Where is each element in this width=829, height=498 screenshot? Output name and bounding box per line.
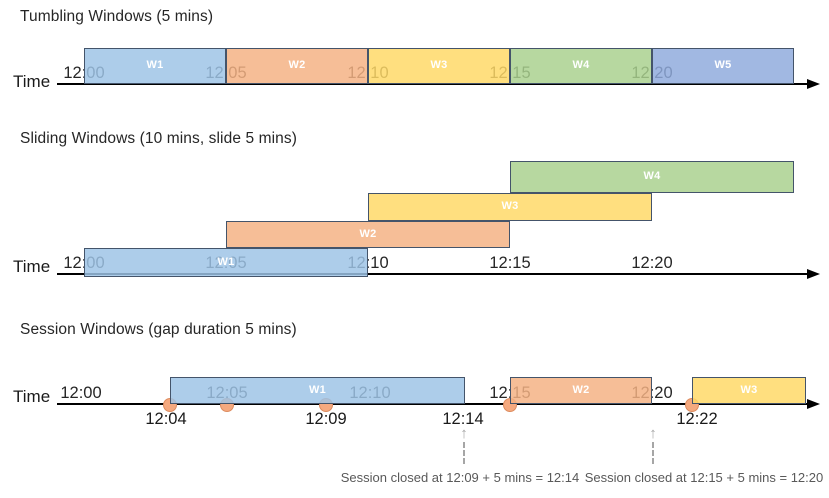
session-window-w3 [692, 377, 806, 404]
sliding-tick-label: 12:20 [631, 254, 673, 272]
session-window-label-w2: W2 [572, 383, 590, 396]
session-annotation-arrow-icon: ↑ [460, 425, 468, 442]
session-window-label-w1: W1 [308, 383, 327, 396]
sliding-window-w2 [226, 221, 510, 248]
session-event-time-label: 12:09 [305, 410, 347, 428]
session-window-label-w3: W3 [740, 383, 758, 396]
sliding-window-label-w3: W3 [501, 200, 519, 212]
sliding-window-w3 [368, 193, 652, 221]
tumbling-window-label-w3: W3 [430, 59, 448, 71]
session-window-w1 [170, 377, 465, 404]
sliding-section-title: Sliding Windows (10 mins, slide 5 mins) [20, 130, 297, 147]
sliding-window-w4 [510, 161, 794, 193]
session-axis-arrowhead-icon [807, 399, 820, 409]
tumbling-window-w3 [368, 48, 510, 84]
sliding-time-axis-label: Time [13, 257, 51, 276]
sliding-window-label-w1: W1 [217, 255, 235, 268]
session-annotation-arrow-icon: ↑ [649, 425, 657, 442]
session-time-axis-label: Time [13, 387, 51, 406]
tumbling-window-w5 [652, 48, 794, 84]
tumbling-time-axis-label: Time [13, 72, 51, 91]
session-annotation-text: Session closed at 12:15 + 5 mins = 12:20 [584, 470, 824, 485]
session-section-title: Session Windows (gap duration 5 mins) [20, 321, 297, 338]
sliding-axis-arrowhead-icon [807, 269, 820, 279]
tumbling-window-label-w4: W4 [572, 59, 590, 71]
session-event-time-label: 12:04 [145, 410, 187, 428]
session-event-time-label: 12:22 [676, 410, 718, 428]
tumbling-axis-arrowhead-icon [807, 79, 820, 89]
tumbling-window-label-w1: W1 [146, 59, 164, 71]
tumbling-window-label-w2: W2 [288, 59, 306, 71]
tumbling-section-title: Tumbling Windows (5 mins) [20, 8, 214, 25]
sliding-tick-label: 12:15 [489, 254, 531, 272]
tumbling-window-w2 [226, 48, 368, 84]
session-axis-line [57, 403, 807, 405]
session-event-time-label: 12:14 [442, 410, 484, 428]
sliding-window-w1 [84, 248, 368, 277]
session-window-w2 [510, 377, 652, 404]
session-annotation-text: Session closed at 12:09 + 5 mins = 12:14 [340, 470, 580, 485]
session-tick-label: 12:00 [60, 384, 102, 402]
sliding-window-label-w4: W4 [643, 170, 661, 182]
session-annotation-arrow-stem [652, 442, 654, 464]
sliding-window-label-w2: W2 [359, 227, 377, 240]
session-annotation-arrow-stem [463, 442, 465, 464]
tumbling-window-w4 [510, 48, 652, 84]
tumbling-axis-line [57, 83, 807, 85]
tumbling-window-w1 [84, 48, 226, 84]
sliding-axis-line [57, 273, 807, 275]
tumbling-window-label-w5: W5 [714, 59, 732, 71]
